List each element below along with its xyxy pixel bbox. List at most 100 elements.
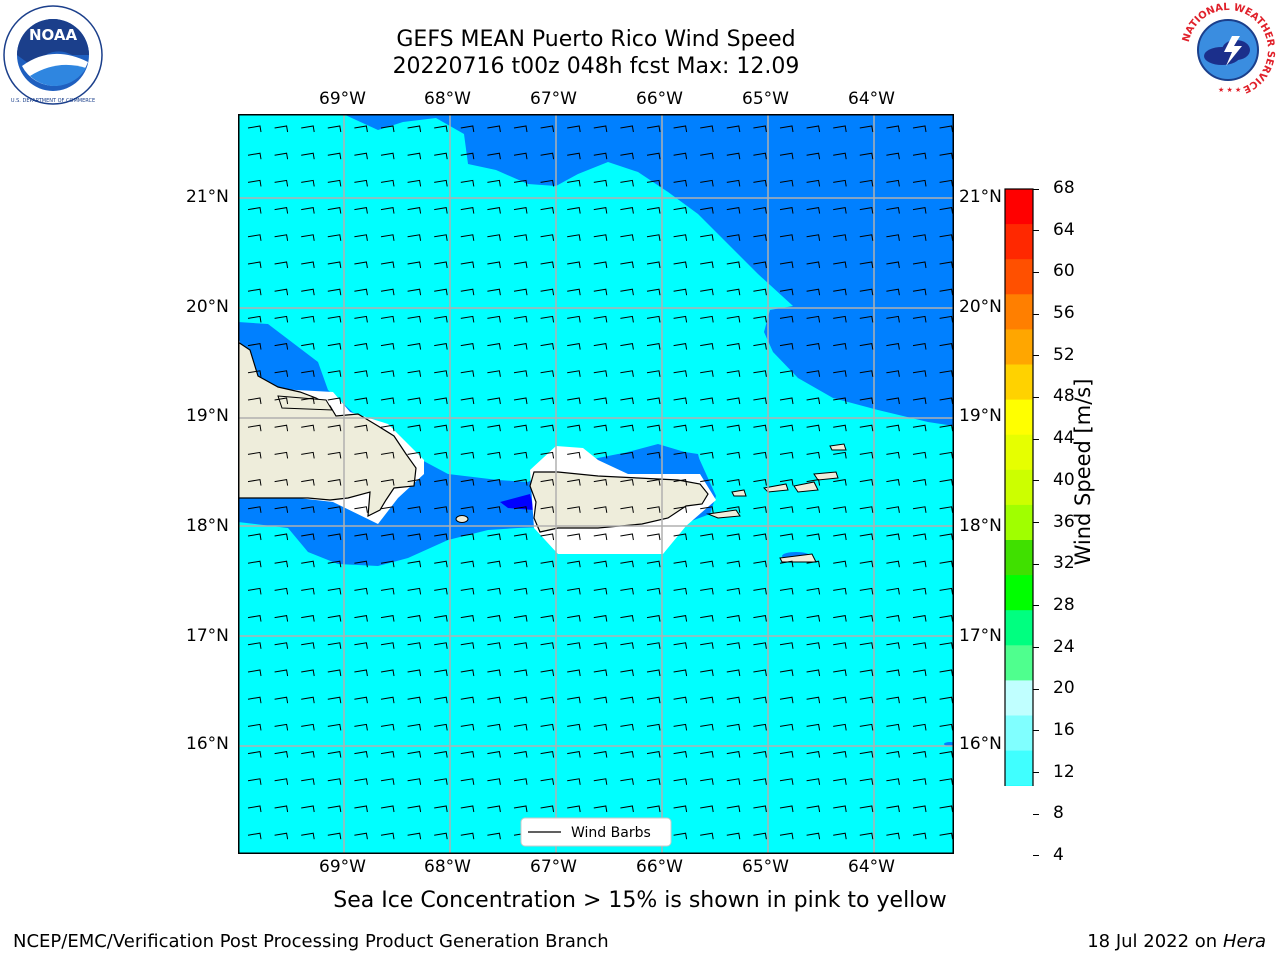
colorbar-tick-label: 60 [1053,261,1075,282]
wind-barb [779,479,794,486]
wind-barb [806,424,821,432]
wind-barb [247,533,262,541]
wind-barb [301,451,315,459]
lon-top-64: 64°W [848,89,895,109]
wind-barb [753,832,767,840]
wind-barb [859,751,874,758]
svg-text:NOAA: NOAA [29,26,78,44]
wind-barb [327,642,342,649]
wind-barb [753,778,767,785]
wind-barb [487,343,501,350]
wind-barb [434,615,448,622]
wind-barb [460,615,475,622]
wind-barb [753,751,767,758]
wind-barb [593,479,608,486]
wind-barb [327,778,342,785]
wind-barb [886,533,900,541]
wind-barb [726,805,741,813]
wind-barb [912,615,927,622]
wind-barb [593,234,608,241]
wind-barb [726,778,741,785]
colorbar-tick-mark [1033,271,1039,273]
wind-barb [620,696,634,704]
wind-barb [726,479,741,486]
wind-barb [886,669,900,677]
colorbar-tick-mark [1033,480,1039,482]
wind-barb [753,261,767,269]
wind-barb [434,207,448,214]
wind-barb [513,451,528,459]
colorbar-tick-label: 28 [1053,594,1075,615]
wind-barbs [247,125,954,840]
wind-barb [646,424,661,432]
wind-barb [487,424,501,432]
lat-left-19: 19°N [186,406,229,426]
lat-left-18: 18°N [186,516,229,536]
wind-barb [380,669,395,677]
wind-barb [833,207,847,214]
wind-barb [646,533,661,541]
wind-barb [673,343,688,350]
wind-barb [247,370,262,377]
wind-barb [354,343,368,350]
wind-barb [779,343,794,350]
wind-0-4 [500,494,534,510]
wind-barb [726,642,741,649]
wind-barb [859,506,874,513]
wind-barb [939,343,954,350]
wind-barb [912,343,927,350]
wind-barb [327,152,342,160]
lat-left-16: 16°N [186,734,229,754]
wind-barb [673,560,688,568]
wind-barb [859,125,874,133]
wind-barb [859,397,874,405]
wind-barb [939,696,954,704]
wind-barb [726,751,741,758]
wind-barb [886,723,900,731]
wind-barb [540,778,555,785]
wind-barb [327,506,342,513]
wind-barb [779,560,794,568]
land-puerto-rico [529,471,709,533]
land-culebra-vieques [706,509,741,519]
wind-barb [806,533,821,541]
wind-barb [540,125,555,133]
wind-barb [301,479,315,486]
wind-barb [886,506,900,513]
wind-barb [567,615,581,622]
wind-barb [726,397,741,405]
wind-barb [274,778,289,785]
wind-barb [939,778,954,785]
colorbar-segment [1005,294,1033,330]
wind-barb [540,370,555,377]
wind-barb [407,506,422,513]
wind-barb [354,642,368,649]
wind-barb [912,152,927,160]
wind-barb [939,615,954,622]
wind-barb [354,615,368,622]
wind-barb [833,261,847,269]
lat-right-18: 18°N [959,516,1002,536]
wind-barb [380,723,395,731]
colorbar-tick-mark [1033,772,1039,773]
wind-barb [513,751,528,758]
wind-barb [460,832,475,840]
wind-barb [833,533,847,541]
wind-barb [380,261,395,269]
wind-barb [939,315,954,323]
wind-barb [327,479,342,486]
wind-barb [274,533,289,541]
wind-barb [939,751,954,758]
wind-barb [487,615,501,622]
wind-barb [380,696,395,704]
wind-barb [726,424,741,432]
wind-barb [354,533,368,541]
wind-barb [247,615,262,622]
wind-barb [859,451,874,459]
wind-barb [380,805,395,813]
wind-barb [859,261,874,269]
svg-text:U.S. DEPARTMENT OF COMMERCE: U.S. DEPARTMENT OF COMMERCE [11,98,95,104]
wind-barb [753,723,767,731]
wind-barb [753,805,767,813]
colorbar-tick-mark [1033,313,1039,315]
